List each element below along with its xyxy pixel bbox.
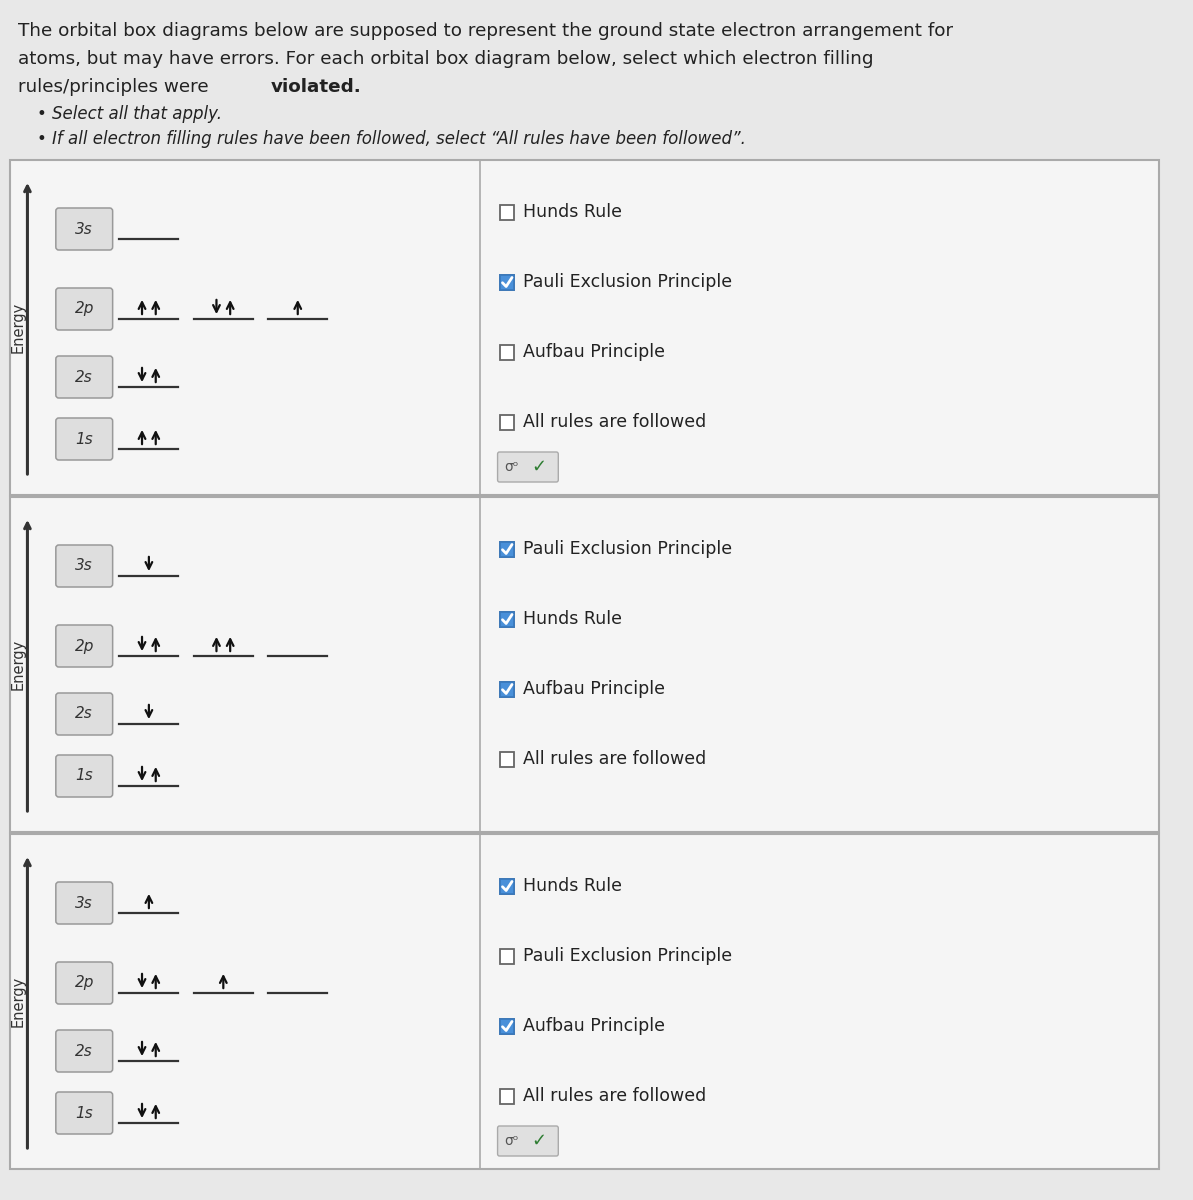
FancyBboxPatch shape [56,1092,112,1134]
Text: All rules are followed: All rules are followed [523,1087,706,1105]
FancyBboxPatch shape [10,834,1158,1169]
Text: Energy: Energy [11,638,26,690]
Text: 3s: 3s [75,558,93,574]
Text: atoms, but may have errors. For each orbital box diagram below, select which ele: atoms, but may have errors. For each orb… [18,50,873,68]
FancyBboxPatch shape [500,541,514,557]
Text: Aufbau Principle: Aufbau Principle [523,680,665,698]
FancyBboxPatch shape [56,692,112,734]
FancyBboxPatch shape [500,541,514,557]
Text: 2p: 2p [74,638,94,654]
Text: 3s: 3s [75,895,93,911]
FancyBboxPatch shape [497,452,558,482]
FancyBboxPatch shape [56,208,112,250]
FancyBboxPatch shape [500,682,514,696]
FancyBboxPatch shape [56,962,112,1004]
Text: Pauli Exclusion Principle: Pauli Exclusion Principle [523,947,733,965]
Text: • Select all that apply.: • Select all that apply. [37,104,222,122]
Text: 1s: 1s [75,1105,93,1121]
Text: Hunds Rule: Hunds Rule [523,610,622,628]
Text: 1s: 1s [75,768,93,784]
Text: • If all electron filling rules have been followed, select “All rules have been : • If all electron filling rules have bee… [37,130,746,148]
FancyBboxPatch shape [56,882,112,924]
FancyBboxPatch shape [500,414,514,430]
FancyBboxPatch shape [56,356,112,398]
Text: Energy: Energy [11,976,26,1027]
FancyBboxPatch shape [497,1126,558,1156]
Text: All rules are followed: All rules are followed [523,750,706,768]
Text: Hunds Rule: Hunds Rule [523,203,622,221]
FancyBboxPatch shape [500,682,514,696]
Text: The orbital box diagrams below are supposed to represent the ground state electr: The orbital box diagrams below are suppo… [18,22,953,40]
FancyBboxPatch shape [56,625,112,667]
Text: σᵒ: σᵒ [505,1134,519,1148]
FancyBboxPatch shape [10,497,1158,832]
FancyBboxPatch shape [56,1030,112,1072]
Text: All rules are followed: All rules are followed [523,413,706,431]
Text: rules/principles were: rules/principles were [18,78,214,96]
Text: ✓: ✓ [531,1132,546,1150]
FancyBboxPatch shape [500,751,514,767]
Text: 2p: 2p [74,301,94,317]
FancyBboxPatch shape [500,1088,514,1104]
FancyBboxPatch shape [500,1019,514,1033]
FancyBboxPatch shape [56,418,112,460]
Text: Hunds Rule: Hunds Rule [523,877,622,895]
Text: 2s: 2s [75,707,93,721]
Text: Energy: Energy [11,302,26,353]
FancyBboxPatch shape [500,275,514,289]
Text: 1s: 1s [75,432,93,446]
FancyBboxPatch shape [500,204,514,220]
FancyBboxPatch shape [500,878,514,894]
FancyBboxPatch shape [500,275,514,289]
FancyBboxPatch shape [56,755,112,797]
FancyBboxPatch shape [56,288,112,330]
Text: 2s: 2s [75,1044,93,1058]
Text: Aufbau Principle: Aufbau Principle [523,1018,665,1034]
Text: Aufbau Principle: Aufbau Principle [523,343,665,361]
FancyBboxPatch shape [10,160,1158,494]
Text: 2s: 2s [75,370,93,384]
FancyBboxPatch shape [500,948,514,964]
Text: 2p: 2p [74,976,94,990]
Text: violated.: violated. [271,78,361,96]
Text: ✓: ✓ [531,458,546,476]
FancyBboxPatch shape [500,1019,514,1033]
FancyBboxPatch shape [500,344,514,360]
Text: σᵒ: σᵒ [505,460,519,474]
FancyBboxPatch shape [500,612,514,626]
FancyBboxPatch shape [500,878,514,894]
FancyBboxPatch shape [500,612,514,626]
Text: 3s: 3s [75,222,93,236]
FancyBboxPatch shape [56,545,112,587]
Text: Pauli Exclusion Principle: Pauli Exclusion Principle [523,272,733,290]
Text: Pauli Exclusion Principle: Pauli Exclusion Principle [523,540,733,558]
